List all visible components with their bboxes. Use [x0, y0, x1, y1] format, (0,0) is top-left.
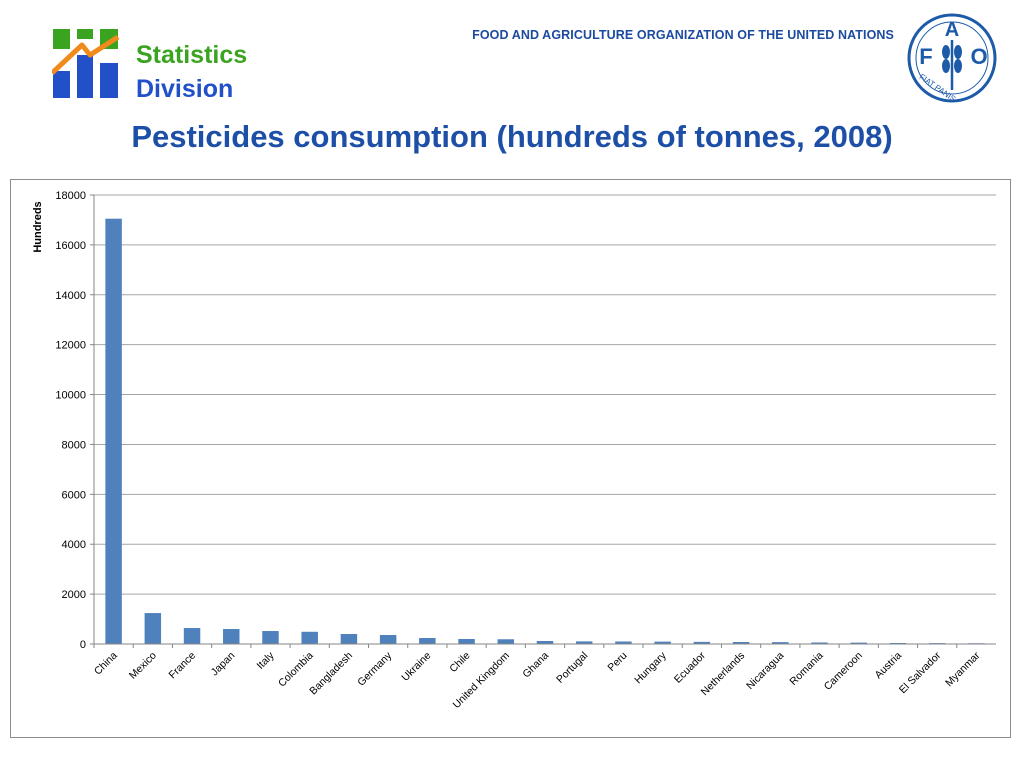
x-tick-label: Hungary: [632, 649, 669, 686]
y-tick-label: 12000: [55, 340, 86, 352]
x-tick-label: Romania: [787, 650, 825, 688]
bar-cameroon: [850, 642, 867, 644]
bar-ghana: [536, 641, 554, 644]
bar-japan: [223, 629, 240, 644]
x-tick-label: Italy: [254, 649, 277, 672]
x-tick-label: Portugal: [554, 650, 590, 686]
x-tick-label: Bangladesh: [307, 650, 355, 698]
bar-hungary: [654, 641, 671, 644]
bar-bangladesh: [340, 634, 358, 644]
x-tick-label: Japan: [209, 650, 238, 679]
x-tick-label: Germany: [355, 649, 395, 689]
bar-italy: [262, 631, 279, 644]
y-tick-label: 4000: [62, 539, 86, 551]
division-line2: Division: [136, 75, 234, 103]
bar-mexico: [144, 613, 162, 644]
bar-germany: [379, 635, 397, 644]
x-tick-label: Cameroon: [822, 650, 865, 693]
x-tick-label: Mexico: [127, 650, 159, 682]
x-tick-label: Ghana: [520, 650, 551, 681]
slide-title: Pesticides consumption (hundreds of tonn…: [131, 119, 893, 154]
bar-chile: [458, 639, 475, 644]
fao-letter-o: O: [970, 44, 987, 69]
bar-romania: [811, 642, 828, 644]
y-tick-label: 18000: [55, 190, 86, 202]
fao-letter-f: F: [919, 44, 932, 69]
y-axis-title: Hundreds: [32, 201, 44, 252]
bar-ukraine: [419, 638, 436, 644]
bar-peru: [615, 641, 632, 644]
fao-logo-icon: A F O FIAT PANIS: [906, 12, 998, 104]
y-tick-label: 0: [80, 639, 86, 651]
division-name: Statistics Division: [136, 38, 247, 106]
statistics-division-logo-icon: [50, 29, 120, 99]
chart-frame: 0 2000 4000 6000 8000 10000 12000 14000 16000 180…: [10, 179, 1011, 738]
bar-china: [105, 218, 122, 645]
x-tick-label: Nicaragua: [744, 650, 786, 692]
y-tick-label: 8000: [62, 439, 86, 451]
x-tick-label: Myanmar: [943, 649, 983, 689]
y-tick-label: 16000: [55, 240, 86, 252]
division-line1: Statistics: [136, 41, 248, 69]
y-tick-label: 6000: [62, 489, 86, 501]
bars: [105, 218, 985, 645]
bar-united-kingdom: [497, 639, 515, 644]
bar-ecuador: [693, 641, 711, 644]
x-tick-label: Colombia: [276, 650, 316, 690]
x-tick-label: Austria: [872, 650, 904, 682]
x-tick-label: France: [167, 650, 199, 682]
x-tick-label: Chile: [447, 650, 473, 676]
bar-nicaragua: [772, 642, 789, 644]
x-tick-label: Ukraine: [399, 650, 433, 684]
y-tick-label: 14000: [55, 290, 86, 302]
x-tick-label: China: [92, 650, 120, 678]
bar-colombia: [301, 631, 318, 644]
fao-letter-a: A: [945, 19, 959, 41]
organization-name: FOOD AND AGRICULTURE ORGANIZATION OF THE…: [472, 28, 894, 42]
bar-netherlands: [732, 642, 750, 644]
x-tick-label: Peru: [605, 650, 629, 674]
x-tick-label: El Salvador: [897, 649, 944, 696]
x-tick-label: Ecuador: [672, 649, 708, 685]
y-tick-label: 2000: [62, 589, 86, 601]
axes: [90, 194, 996, 648]
y-tick-label: 10000: [55, 390, 86, 402]
bar-portugal: [575, 641, 593, 644]
bar-france: [183, 628, 201, 644]
gridlines: [94, 194, 996, 595]
